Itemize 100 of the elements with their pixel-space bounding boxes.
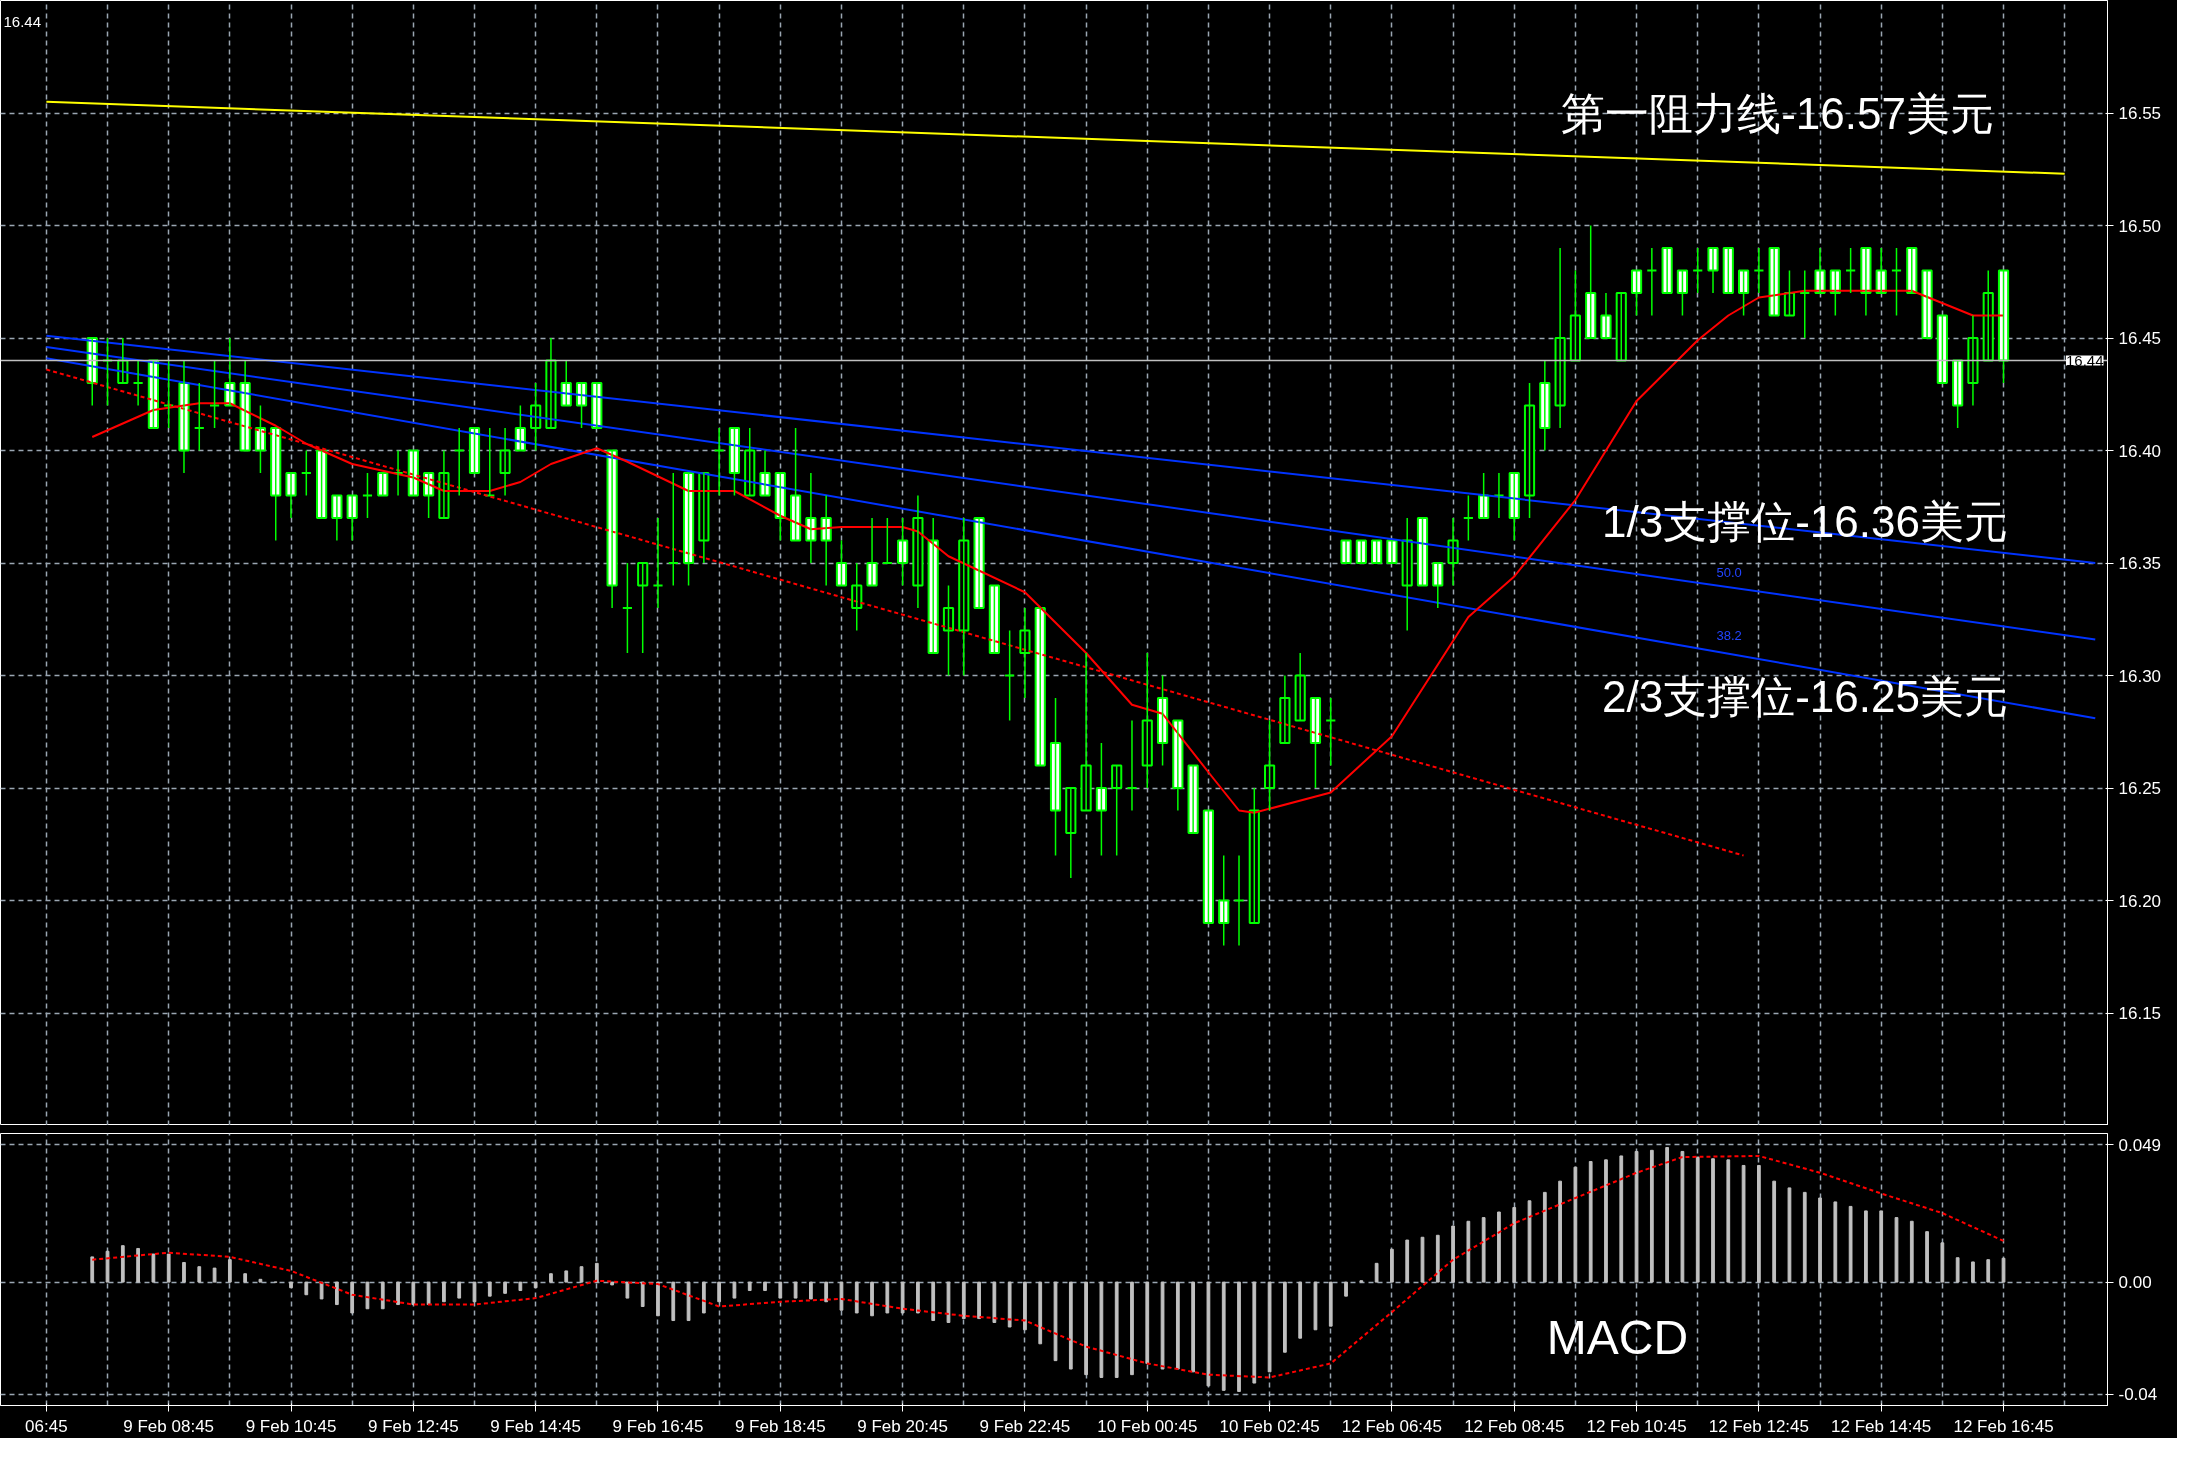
bar	[1894, 1217, 1899, 1283]
bar	[426, 1281, 431, 1306]
y-tick-label: 16.40	[2118, 441, 2162, 461]
x-tick-label: 12 Feb 16:45	[1953, 1416, 2054, 1436]
bar	[1160, 1281, 1165, 1370]
bar	[90, 1256, 95, 1283]
bar	[1909, 1220, 1914, 1283]
candlestick	[468, 427, 481, 474]
candlestick	[407, 449, 419, 497]
bar	[1955, 1257, 1960, 1283]
bar	[640, 1281, 645, 1308]
bar	[1711, 1158, 1715, 1283]
bar	[1772, 1180, 1777, 1283]
bar	[1283, 1281, 1287, 1353]
bar	[900, 1281, 905, 1314]
bar	[1298, 1281, 1303, 1339]
bar	[1374, 1262, 1379, 1283]
x-tick-label: 12 Feb 06:45	[1341, 1416, 1443, 1436]
bar	[977, 1281, 981, 1320]
bar	[105, 1250, 110, 1283]
line-series	[91, 1154, 2005, 1379]
x-tick-label: 9 Feb 12:45	[367, 1416, 459, 1436]
candlestick	[1034, 607, 1046, 767]
bar	[1313, 1281, 1318, 1331]
bar	[1084, 1281, 1088, 1376]
candlestick	[1386, 539, 1398, 564]
candlestick	[637, 562, 649, 654]
bar	[594, 1262, 599, 1283]
bar	[732, 1281, 737, 1299]
bar	[1405, 1239, 1410, 1283]
annotation: 16.44	[3, 13, 42, 31]
bar	[1099, 1281, 1104, 1378]
bar	[701, 1281, 706, 1314]
bar	[533, 1281, 538, 1289]
x-tick-label: 9 Feb 10:45	[245, 1416, 337, 1436]
y-tick-label: 16.20	[2118, 891, 2162, 911]
bar	[227, 1259, 232, 1283]
candlestick	[1095, 742, 1107, 857]
bar	[212, 1267, 217, 1283]
candlestick	[1202, 809, 1215, 924]
bar	[120, 1245, 125, 1283]
bar	[136, 1247, 140, 1283]
bar	[289, 1281, 293, 1289]
bar	[457, 1281, 462, 1299]
annotation: 50.0	[1716, 564, 1742, 580]
bar	[564, 1270, 569, 1283]
x-tick-label: 10 Feb 00:45	[1097, 1416, 1198, 1436]
bar	[1038, 1281, 1043, 1345]
bar	[1848, 1205, 1853, 1283]
candlestick	[866, 517, 878, 587]
bar	[197, 1266, 202, 1283]
candlestick	[316, 449, 328, 519]
bar	[1053, 1281, 1058, 1362]
bar	[1726, 1159, 1731, 1283]
y-tick-label: 0.049	[2118, 1135, 2162, 1155]
bar	[1695, 1156, 1700, 1283]
bar	[931, 1281, 936, 1322]
bar	[1986, 1259, 1991, 1283]
x-tick-label: 06:45	[25, 1416, 68, 1436]
bar	[350, 1281, 355, 1314]
candlestick	[973, 517, 985, 609]
bar	[411, 1281, 416, 1306]
y-tick-label: 16.55	[2118, 104, 2162, 123]
bar	[1068, 1281, 1073, 1370]
bar	[1787, 1187, 1792, 1283]
candlestick	[835, 539, 848, 587]
bar	[1023, 1281, 1027, 1331]
bar	[961, 1281, 966, 1320]
y-tick-label: 0.00	[2118, 1273, 2152, 1293]
bar	[671, 1281, 676, 1322]
candlestick	[1371, 539, 1383, 564]
bar	[1604, 1159, 1608, 1283]
y-tick-label: 16.30	[2118, 666, 2162, 686]
candlestick	[1936, 314, 1948, 384]
bar	[885, 1281, 890, 1314]
bar	[1573, 1166, 1578, 1283]
bar	[1221, 1281, 1226, 1391]
x-tick-label: 9 Feb 14:45	[490, 1416, 582, 1436]
bar	[151, 1253, 156, 1283]
bar	[778, 1281, 783, 1299]
bar	[2001, 1257, 2006, 1283]
bar	[809, 1281, 813, 1300]
bar	[1512, 1207, 1517, 1283]
bar	[946, 1281, 951, 1323]
bar	[1206, 1281, 1211, 1387]
bar	[1542, 1191, 1547, 1283]
candlestick	[1768, 247, 1780, 317]
x-tick-label: 9 Feb 16:45	[612, 1416, 704, 1436]
bar	[549, 1273, 553, 1283]
ref-line-label: 16.44	[2065, 351, 2104, 369]
bar	[763, 1281, 767, 1292]
bar	[258, 1278, 263, 1283]
candlestick	[1523, 382, 1536, 519]
bar	[992, 1281, 997, 1323]
annotation: 第一阻力线-16.57美元	[1561, 88, 1994, 138]
x-tick-label: 9 Feb 22:45	[979, 1416, 1071, 1436]
y-tick-label: 16.45	[2118, 329, 2162, 348]
x-tick-label: 9 Feb 18:45	[734, 1416, 826, 1436]
bar	[335, 1281, 339, 1306]
bar	[625, 1281, 630, 1299]
